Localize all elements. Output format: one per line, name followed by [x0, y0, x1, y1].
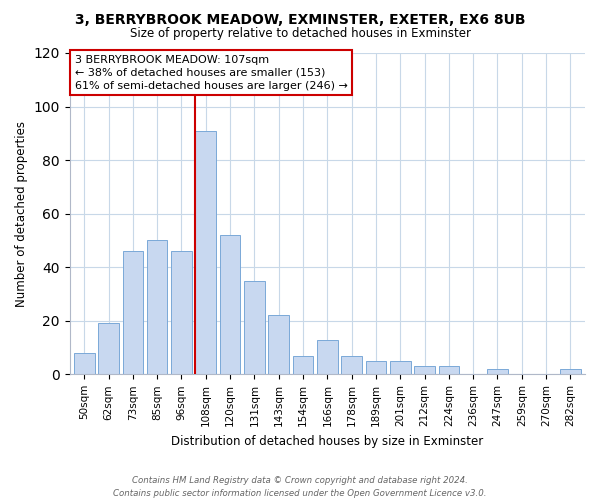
Bar: [171, 251, 192, 374]
Bar: [122, 251, 143, 374]
Bar: [560, 369, 581, 374]
Bar: [98, 324, 119, 374]
Bar: [390, 361, 410, 374]
Bar: [196, 130, 216, 374]
X-axis label: Distribution of detached houses by size in Exminster: Distribution of detached houses by size …: [171, 434, 484, 448]
Y-axis label: Number of detached properties: Number of detached properties: [15, 120, 28, 306]
Bar: [147, 240, 167, 374]
Bar: [365, 361, 386, 374]
Bar: [293, 356, 313, 374]
Text: 3 BERRYBROOK MEADOW: 107sqm
← 38% of detached houses are smaller (153)
61% of se: 3 BERRYBROOK MEADOW: 107sqm ← 38% of det…: [75, 54, 347, 91]
Bar: [414, 366, 435, 374]
Text: Contains HM Land Registry data © Crown copyright and database right 2024.
Contai: Contains HM Land Registry data © Crown c…: [113, 476, 487, 498]
Bar: [268, 316, 289, 374]
Bar: [341, 356, 362, 374]
Text: 3, BERRYBROOK MEADOW, EXMINSTER, EXETER, EX6 8UB: 3, BERRYBROOK MEADOW, EXMINSTER, EXETER,…: [75, 12, 525, 26]
Text: Size of property relative to detached houses in Exminster: Size of property relative to detached ho…: [130, 28, 470, 40]
Bar: [439, 366, 459, 374]
Bar: [317, 340, 338, 374]
Bar: [220, 235, 241, 374]
Bar: [487, 369, 508, 374]
Bar: [74, 353, 95, 374]
Bar: [244, 280, 265, 374]
